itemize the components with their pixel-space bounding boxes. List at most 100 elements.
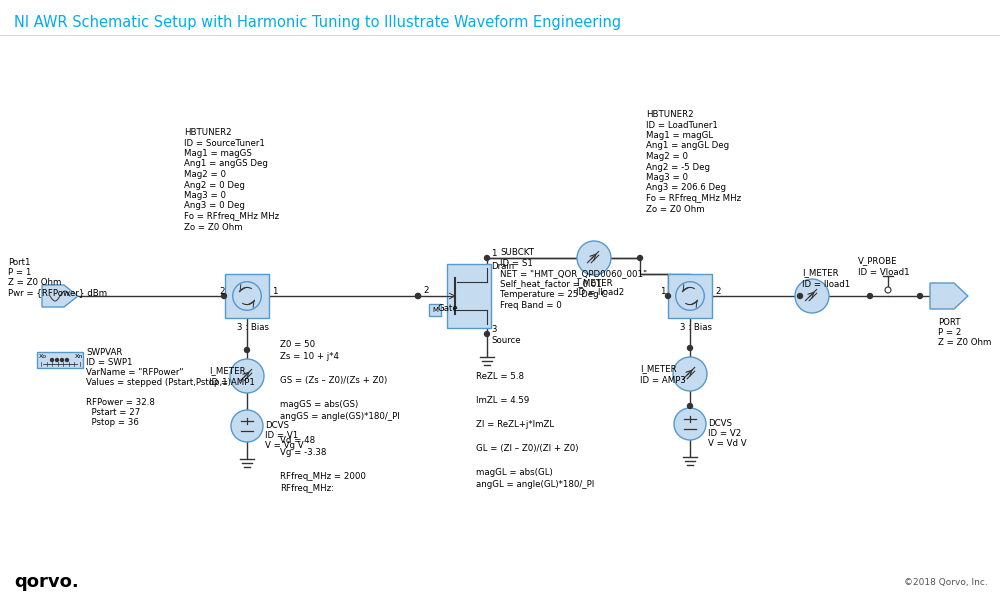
Text: Freq Band = 0: Freq Band = 0 <box>500 301 562 310</box>
Circle shape <box>676 281 704 310</box>
Polygon shape <box>930 283 968 309</box>
Text: ReZL = 5.8: ReZL = 5.8 <box>476 372 524 381</box>
Text: HBTUNER2: HBTUNER2 <box>646 110 694 119</box>
Bar <box>668 274 712 318</box>
Circle shape <box>688 346 692 350</box>
Circle shape <box>244 347 250 352</box>
Circle shape <box>231 410 263 442</box>
Circle shape <box>416 293 420 298</box>
Text: I_METER: I_METER <box>802 268 839 277</box>
Text: ID = SWP1: ID = SWP1 <box>86 358 132 367</box>
Text: Ang3 = 0 Deg: Ang3 = 0 Deg <box>184 202 245 211</box>
Circle shape <box>233 281 261 310</box>
Circle shape <box>885 287 891 293</box>
Text: Z = Z0 Ohm: Z = Z0 Ohm <box>8 278 61 287</box>
Text: ID = Iload1: ID = Iload1 <box>802 280 850 289</box>
Text: GL = (ZI – Z0)/(ZI + Z0): GL = (ZI – Z0)/(ZI + Z0) <box>476 444 578 453</box>
Text: ID = S1: ID = S1 <box>500 259 533 268</box>
Text: 1: 1 <box>272 287 278 296</box>
Text: Zo = Z0 Ohm: Zo = Z0 Ohm <box>646 205 705 214</box>
Circle shape <box>798 293 802 298</box>
Text: SWPVAR: SWPVAR <box>86 348 122 357</box>
Text: magGL = abs(GL): magGL = abs(GL) <box>476 468 553 477</box>
Circle shape <box>56 358 58 361</box>
Circle shape <box>60 358 64 361</box>
Text: qorvo.: qorvo. <box>14 573 79 591</box>
Text: Mag2 = 0: Mag2 = 0 <box>184 170 226 179</box>
Text: Ang3 = 206.6 Deg: Ang3 = 206.6 Deg <box>646 184 726 193</box>
Text: Zs = 10 + j*4: Zs = 10 + j*4 <box>280 352 339 361</box>
Text: Mag1 = magGS: Mag1 = magGS <box>184 149 252 158</box>
Bar <box>225 274 269 318</box>
Text: angGS = angle(GS)*180/_PI: angGS = angle(GS)*180/_PI <box>280 412 400 421</box>
Text: VarName = "RFPower": VarName = "RFPower" <box>86 368 184 377</box>
Text: ID = Vload1: ID = Vload1 <box>858 268 910 277</box>
Text: Ang2 = -5 Deg: Ang2 = -5 Deg <box>646 163 710 172</box>
Text: Mag3 = 0: Mag3 = 0 <box>184 191 226 200</box>
Text: Values = stepped (Pstart,Pstop,1): Values = stepped (Pstart,Pstop,1) <box>86 378 231 387</box>
Text: 1: 1 <box>660 287 666 296</box>
Text: magGS = abs(GS): magGS = abs(GS) <box>280 400 358 409</box>
Text: DCVS: DCVS <box>708 419 732 428</box>
Text: Temperature = 25 Deg C: Temperature = 25 Deg C <box>500 290 607 299</box>
Text: V_PROBE: V_PROBE <box>858 256 898 265</box>
Circle shape <box>416 293 420 298</box>
Bar <box>37 352 83 368</box>
Text: RFfreq_MHz = 2000: RFfreq_MHz = 2000 <box>280 472 366 481</box>
Text: SUBCKT: SUBCKT <box>500 248 534 257</box>
Text: Pwr = {RFPower} dBm: Pwr = {RFPower} dBm <box>8 288 107 297</box>
Text: ZI = ReZL+j*ImZL: ZI = ReZL+j*ImZL <box>476 420 554 429</box>
Text: angGL = angle(GL)*180/_PI: angGL = angle(GL)*180/_PI <box>476 480 594 489</box>
Text: I_METER: I_METER <box>640 364 677 373</box>
Text: Ang1 = angGL Deg: Ang1 = angGL Deg <box>646 142 729 151</box>
Circle shape <box>230 359 264 393</box>
Text: Fo = RFfreq_MHz MHz: Fo = RFfreq_MHz MHz <box>184 212 279 221</box>
Text: 2: 2 <box>220 287 225 296</box>
Text: PORT: PORT <box>938 318 960 327</box>
Text: ID = V1: ID = V1 <box>265 431 298 440</box>
Text: GS = (Zs – Z0)/(Zs + Z0): GS = (Zs – Z0)/(Zs + Z0) <box>280 376 387 385</box>
Circle shape <box>688 403 692 409</box>
Text: Zo = Z0 Ohm: Zo = Z0 Ohm <box>184 223 243 232</box>
Text: I_METER: I_METER <box>576 278 613 287</box>
Text: RFPower = 32.8: RFPower = 32.8 <box>86 398 155 407</box>
Text: Mag1 = magGL: Mag1 = magGL <box>646 131 713 140</box>
Circle shape <box>868 293 872 298</box>
Text: M: M <box>432 307 438 313</box>
Circle shape <box>66 358 68 361</box>
Text: Pstop = 36: Pstop = 36 <box>86 418 139 427</box>
Text: Vg = -3.38: Vg = -3.38 <box>280 448 326 457</box>
Text: V = Vg V: V = Vg V <box>265 441 304 450</box>
Circle shape <box>795 279 829 313</box>
Text: Pstart = 27: Pstart = 27 <box>86 408 140 417</box>
Text: Port1: Port1 <box>8 258 30 267</box>
Circle shape <box>638 256 642 260</box>
Text: Vd = 48: Vd = 48 <box>280 436 315 445</box>
Circle shape <box>674 408 706 440</box>
Text: 1: 1 <box>491 250 496 259</box>
Text: ID = LoadTuner1: ID = LoadTuner1 <box>646 121 718 130</box>
Text: ID = SourceTuner1: ID = SourceTuner1 <box>184 139 265 148</box>
Text: Mag2 = 0: Mag2 = 0 <box>646 152 688 161</box>
Circle shape <box>673 357 707 391</box>
Circle shape <box>50 358 54 361</box>
Text: ©2018 Qorvo, Inc.: ©2018 Qorvo, Inc. <box>904 577 988 587</box>
Text: ID = Iload2: ID = Iload2 <box>576 288 624 297</box>
Text: Drain: Drain <box>491 262 514 271</box>
Text: Ang2 = 0 Deg: Ang2 = 0 Deg <box>184 181 245 190</box>
Text: 2: 2 <box>715 287 720 296</box>
Circle shape <box>918 293 922 298</box>
Text: Z0 = 50: Z0 = 50 <box>280 340 315 349</box>
Text: ImZL = 4.59: ImZL = 4.59 <box>476 396 529 405</box>
Text: Xo: Xo <box>39 354 47 359</box>
Text: 3 : Bias: 3 : Bias <box>237 323 269 332</box>
Text: 3 : Bias: 3 : Bias <box>680 323 712 332</box>
Text: NI AWR Schematic Setup with Harmonic Tuning to Illustrate Waveform Engineering: NI AWR Schematic Setup with Harmonic Tun… <box>14 14 621 29</box>
Text: Source: Source <box>491 336 521 345</box>
Circle shape <box>484 331 490 337</box>
Text: P = 2: P = 2 <box>938 328 961 337</box>
Text: Z = Z0 Ohm: Z = Z0 Ohm <box>938 338 991 347</box>
Text: ID = AMP1: ID = AMP1 <box>209 378 255 387</box>
Polygon shape <box>42 285 78 307</box>
Bar <box>447 264 491 328</box>
